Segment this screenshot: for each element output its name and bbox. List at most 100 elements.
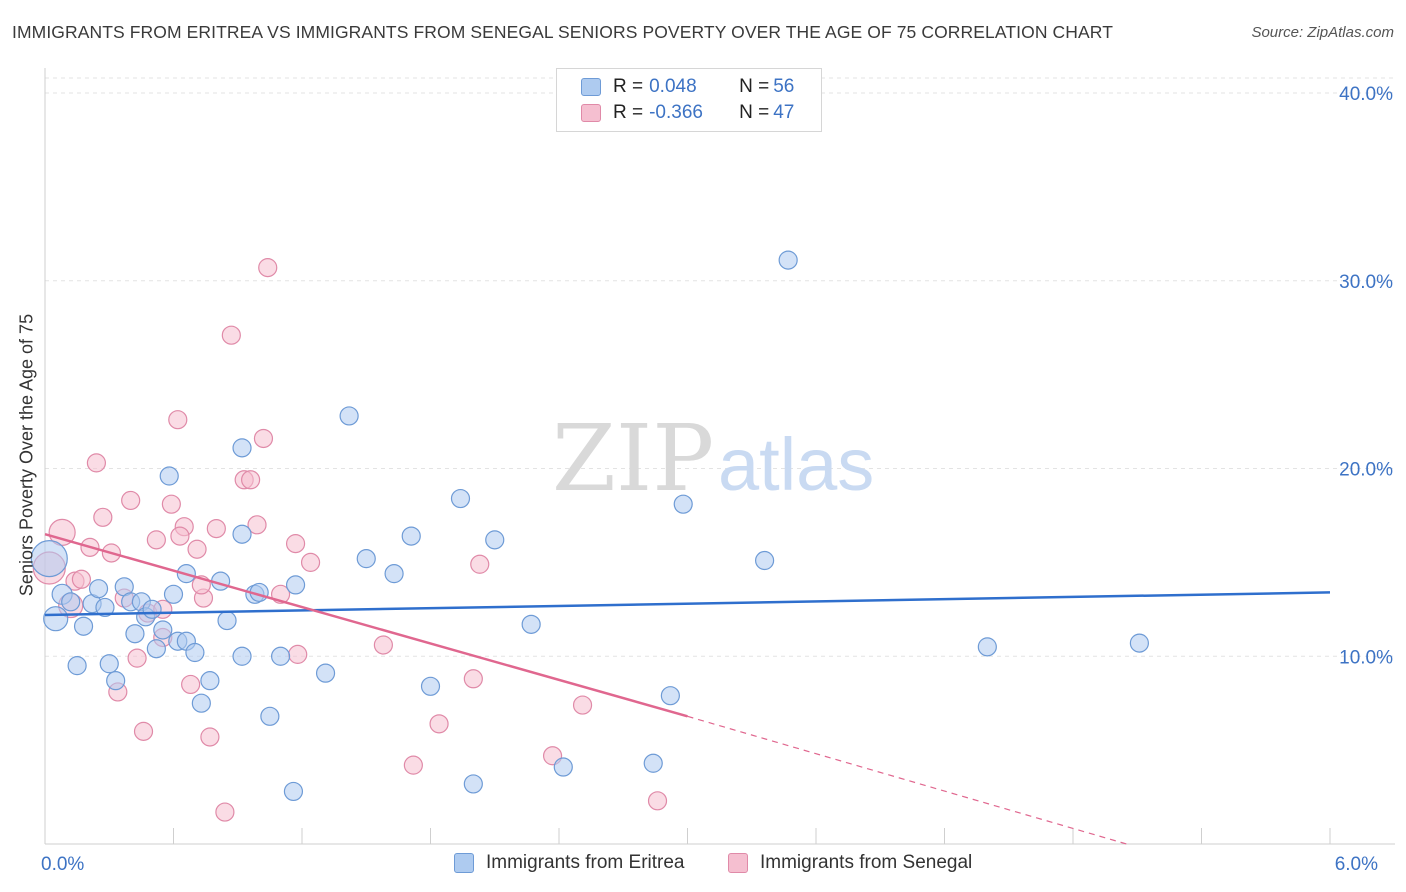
point-senegal: [300, 552, 321, 572]
point-eritrea: [1129, 633, 1149, 653]
point-eritrea: [163, 584, 184, 604]
point-eritrea: [754, 550, 775, 571]
point-eritrea: [270, 646, 291, 666]
point-eritrea: [73, 616, 94, 636]
legend-swatch-eritrea: [454, 853, 474, 873]
point-eritrea: [232, 646, 252, 666]
point-senegal: [285, 534, 306, 554]
legend-n-label: N =: [739, 102, 770, 123]
point-eritrea: [285, 575, 306, 595]
point-eritrea: [185, 642, 205, 663]
point-eritrea: [260, 706, 280, 726]
point-eritrea: [401, 526, 421, 546]
point-eritrea: [159, 466, 179, 486]
chart-title: IMMIGRANTS FROM ERITREA VS IMMIGRANTS FR…: [12, 22, 1113, 42]
watermark-zip: ZIP: [552, 405, 714, 512]
point-eritrea: [450, 488, 471, 509]
point-eritrea: [553, 757, 573, 777]
point-eritrea: [146, 639, 166, 659]
point-eritrea: [99, 654, 119, 674]
point-senegal: [146, 530, 166, 550]
gridlines: [45, 77, 1395, 657]
point-senegal: [253, 428, 274, 449]
point-eritrea: [200, 671, 220, 691]
point-eritrea: [67, 656, 87, 676]
y-axis-label: Seniors Poverty Over the Age of 75: [16, 313, 37, 597]
point-senegal: [373, 635, 393, 655]
point-senegal: [206, 518, 226, 539]
x-tick-label: 6.0%: [1335, 854, 1378, 875]
trend-line-senegal-extension: [687, 715, 1127, 845]
point-senegal: [187, 539, 207, 559]
point-eritrea: [384, 564, 404, 584]
series-eritrea-points: [30, 250, 1149, 802]
legend-label-senegal: Immigrants from Senegal: [760, 852, 973, 873]
point-senegal: [133, 721, 154, 741]
point-eritrea: [125, 624, 145, 644]
legend-swatch-senegal: [728, 853, 748, 873]
legend-r-value: -0.366: [649, 102, 703, 123]
point-senegal: [200, 727, 220, 747]
point-eritrea: [420, 676, 441, 696]
point-senegal: [170, 526, 190, 546]
point-senegal: [93, 507, 113, 527]
legend-row-senegal: R = -0.366 N = 47: [581, 101, 794, 125]
legend-n-label: N =: [739, 76, 770, 97]
x-tick-label: 0.0%: [41, 854, 84, 875]
point-senegal: [288, 644, 308, 664]
point-senegal: [258, 258, 278, 278]
point-senegal: [241, 470, 261, 490]
y-tick-label: 30.0%: [1339, 272, 1393, 293]
legend-label-eritrea: Immigrants from Eritrea: [486, 852, 685, 873]
trend-lines: [44, 533, 1331, 845]
y-tick-label: 20.0%: [1339, 460, 1393, 481]
point-senegal: [86, 453, 107, 473]
series-senegal-points: [32, 258, 668, 822]
point-eritrea: [778, 250, 798, 270]
point-senegal: [127, 648, 147, 668]
source-label: Source: ZipAtlas.com: [1251, 24, 1394, 41]
point-eritrea: [232, 524, 252, 544]
series-legend-eritrea[interactable]: Immigrants from Eritrea: [454, 850, 684, 876]
point-senegal: [470, 554, 490, 574]
point-eritrea: [30, 540, 68, 578]
point-senegal: [215, 802, 235, 822]
point-senegal: [168, 410, 188, 430]
trend-line-eritrea: [44, 591, 1331, 617]
legend-r-label: R =: [613, 76, 644, 97]
point-eritrea: [43, 606, 69, 632]
point-senegal: [181, 674, 201, 695]
point-eritrea: [217, 610, 237, 631]
trend-line-senegal: [44, 533, 688, 718]
y-tick-label: 10.0%: [1339, 647, 1393, 668]
point-eritrea: [95, 597, 115, 618]
point-eritrea: [191, 693, 211, 713]
legend-r-value: 0.048: [649, 76, 697, 97]
axes: [44, 68, 1395, 845]
point-senegal: [647, 791, 668, 811]
watermark: ZIP atlas: [552, 405, 874, 512]
point-eritrea: [232, 438, 252, 458]
point-eritrea: [356, 549, 376, 569]
point-senegal: [221, 325, 241, 345]
legend-n-value: 56: [773, 76, 795, 97]
point-eritrea: [339, 406, 359, 426]
point-eritrea: [521, 614, 541, 634]
point-eritrea: [315, 663, 336, 683]
point-eritrea: [142, 599, 162, 619]
point-eritrea: [643, 753, 663, 773]
point-eritrea: [977, 637, 997, 657]
point-senegal: [572, 695, 593, 715]
point-eritrea: [88, 579, 109, 599]
point-eritrea: [660, 686, 680, 706]
point-senegal: [121, 490, 141, 511]
point-senegal: [429, 714, 449, 734]
watermark-atlas: atlas: [718, 423, 874, 506]
legend-n-value: 47: [773, 102, 795, 123]
point-senegal: [463, 669, 483, 689]
tick-labels: 10.0% 20.0% 30.0% 40.0% 0.0% 6.0%: [41, 84, 1393, 875]
point-eritrea: [106, 671, 126, 691]
series-legend-senegal[interactable]: Immigrants from Senegal: [728, 850, 972, 876]
y-tick-label: 40.0%: [1339, 84, 1393, 105]
